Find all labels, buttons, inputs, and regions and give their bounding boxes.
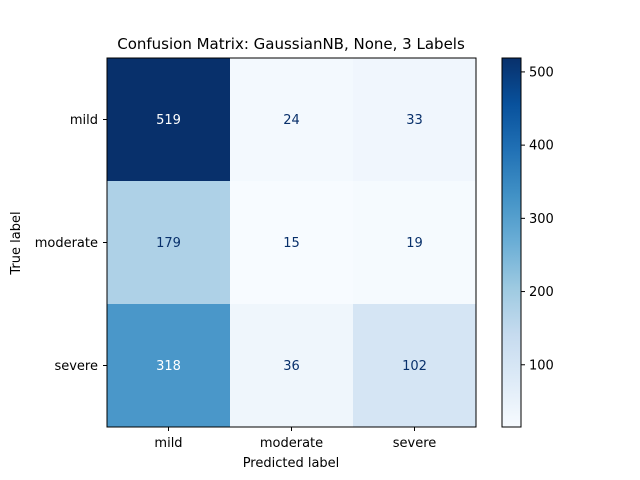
colorbar-tick-label: 500 xyxy=(529,65,554,80)
matrix-cell xyxy=(230,304,354,428)
cell-value-label: 24 xyxy=(283,113,300,128)
x-tick-label: moderate xyxy=(260,436,323,451)
matrix-cell xyxy=(230,181,354,305)
matrix-cell xyxy=(353,58,477,182)
cell-value-label: 15 xyxy=(283,236,300,251)
cell-value-label: 519 xyxy=(156,113,181,128)
matrix-cell xyxy=(107,181,231,305)
matrix-cells xyxy=(107,58,477,428)
matrix-cell xyxy=(230,58,354,182)
y-axis-label: True label xyxy=(9,211,24,275)
matrix-cell xyxy=(353,181,477,305)
colorbar-tick-label: 100 xyxy=(529,358,554,373)
cell-value-label: 179 xyxy=(156,236,181,251)
matrix-cell xyxy=(107,58,231,182)
matrix-cell-labels: 519 24 33 179 15 19 318 36 102 xyxy=(156,113,427,374)
cell-value-label: 318 xyxy=(156,359,181,374)
colorbar-ticks: 100 200 300 400 500 xyxy=(521,65,554,373)
colorbar-tick-label: 400 xyxy=(529,139,554,154)
colorbar-gradient xyxy=(502,58,521,427)
x-tick-label: severe xyxy=(393,436,437,451)
y-tick-label: severe xyxy=(54,359,98,374)
cell-value-label: 36 xyxy=(283,359,300,374)
x-axis-ticks: mild moderate severe xyxy=(154,427,436,451)
y-axis-ticks: mild moderate severe xyxy=(35,113,107,374)
matrix-cell xyxy=(107,304,231,428)
cell-value-label: 102 xyxy=(402,359,427,374)
colorbar-tick-label: 300 xyxy=(529,212,554,227)
colorbar-frame xyxy=(501,57,522,428)
matrix-cell xyxy=(353,304,477,428)
y-tick-label: mild xyxy=(70,113,98,128)
cell-value-label: 19 xyxy=(406,236,423,251)
x-axis-label: Predicted label xyxy=(243,456,340,471)
y-tick-label: moderate xyxy=(35,236,98,251)
cell-value-label: 33 xyxy=(406,113,423,128)
chart-title: Confusion Matrix: GaussianNB, None, 3 La… xyxy=(117,35,465,53)
colorbar-tick-label: 200 xyxy=(529,285,554,300)
x-tick-label: mild xyxy=(154,436,182,451)
